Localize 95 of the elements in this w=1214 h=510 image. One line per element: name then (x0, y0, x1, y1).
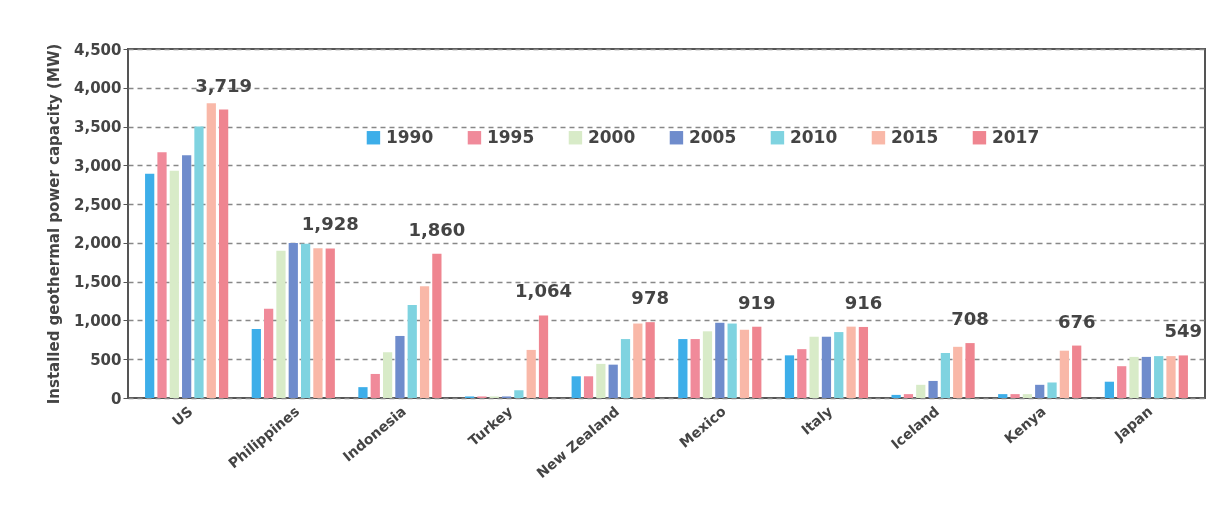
bar (145, 173, 155, 398)
data-label: 978 (631, 287, 669, 309)
bar (1129, 356, 1139, 398)
y-tick-label: 2,500 (74, 195, 122, 214)
bar (264, 308, 274, 398)
bar (571, 376, 581, 398)
bar (797, 349, 807, 398)
bar (690, 339, 700, 398)
bar (395, 335, 405, 398)
bar (382, 352, 393, 398)
bar (596, 363, 606, 398)
bar (169, 170, 179, 398)
x-tick-label: US (168, 402, 196, 430)
bar (325, 248, 335, 398)
data-label: 1,928 (301, 213, 359, 235)
bar (1059, 350, 1069, 398)
legend-label: 2015 (890, 126, 939, 147)
y-tick-label: 2,000 (74, 234, 122, 253)
bar (965, 343, 975, 398)
bar (419, 286, 430, 398)
bar (1035, 384, 1045, 398)
bar (608, 364, 618, 398)
y-tick-label: 500 (90, 350, 122, 369)
bar (1104, 381, 1115, 398)
y-tick-label: 3,000 (74, 156, 122, 175)
bar (633, 323, 643, 398)
bar (903, 394, 914, 398)
bar (206, 103, 216, 398)
bar (538, 315, 549, 398)
bar (276, 250, 286, 398)
y-tick-label: 1,000 (74, 311, 122, 330)
bar (809, 336, 819, 398)
bar (407, 304, 417, 398)
bar (784, 355, 795, 398)
bar (645, 322, 655, 398)
y-tick-label: 4,000 (74, 79, 122, 98)
data-label: 708 (951, 308, 989, 330)
bar (998, 394, 1008, 398)
bar (1010, 394, 1020, 398)
bar (526, 349, 536, 398)
legend-label: 2000 (587, 126, 636, 147)
bar (313, 248, 323, 398)
bar (678, 339, 688, 398)
bar (1141, 356, 1151, 398)
bar (1178, 355, 1188, 398)
y-tick-label: 1,500 (74, 273, 122, 292)
bar (928, 380, 938, 398)
bar (194, 126, 204, 398)
bar (370, 373, 380, 398)
bar (432, 253, 442, 398)
y-tick-label: 0 (111, 389, 122, 408)
bar (1022, 394, 1033, 398)
bar (940, 353, 951, 398)
data-label: 1,860 (408, 218, 466, 240)
bar (251, 328, 261, 398)
data-label: 549 (1164, 320, 1203, 342)
data-label: 919 (737, 291, 776, 313)
bar (1117, 366, 1127, 398)
legend-label: 2017 (991, 126, 1040, 147)
bar (739, 329, 750, 398)
bar (846, 326, 856, 398)
bar (1154, 356, 1164, 398)
bar (1166, 356, 1176, 398)
bar (953, 346, 963, 398)
legend-label: 2005 (688, 126, 737, 147)
bar (1047, 382, 1057, 398)
y-axis-title: Installed geothermal power capacity (MW) (45, 43, 64, 405)
bar (514, 390, 524, 398)
legend-label: 2010 (789, 126, 838, 147)
bar (834, 332, 844, 398)
bar (300, 243, 311, 398)
bar (702, 331, 713, 398)
bar (858, 326, 869, 398)
y-tick-label: 4,500 (74, 40, 122, 59)
bar (727, 323, 737, 398)
bar (916, 384, 926, 398)
bar (218, 109, 229, 398)
bar (583, 376, 594, 398)
bar (752, 326, 762, 398)
bar (288, 242, 298, 398)
bar (358, 387, 368, 398)
legend-label: 1990 (385, 126, 434, 147)
y-tick-label: 3,500 (74, 118, 122, 137)
bar (1072, 345, 1082, 398)
bar (821, 336, 832, 398)
data-label: 676 (1057, 310, 1096, 332)
data-label: 1,064 (515, 280, 572, 302)
bar (891, 394, 901, 398)
bar (715, 322, 725, 398)
bar (157, 152, 167, 398)
bar (620, 339, 631, 398)
bar (182, 155, 192, 398)
data-label: 3,719 (195, 74, 253, 96)
data-label: 916 (844, 291, 883, 313)
legend-label: 1995 (486, 126, 535, 147)
